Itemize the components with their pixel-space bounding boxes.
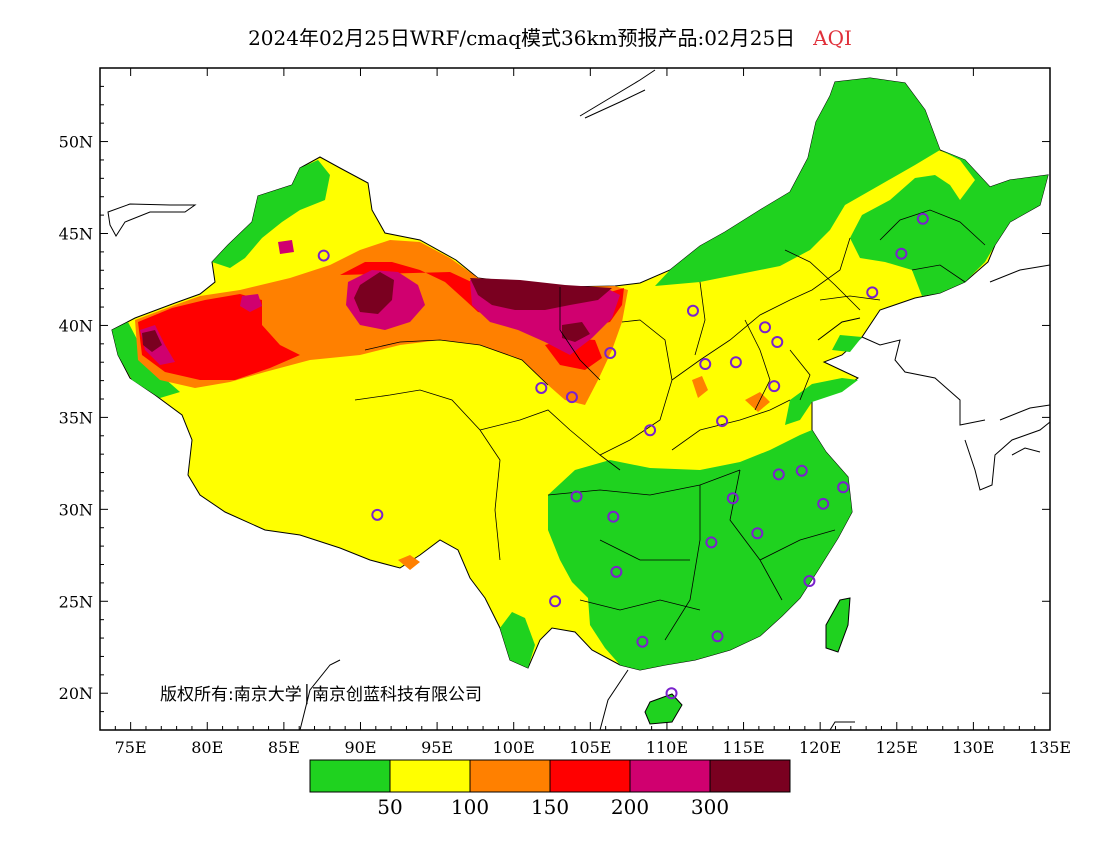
station-marker	[604, 347, 617, 360]
station-marker	[916, 212, 929, 225]
region-light-spot-2	[745, 392, 770, 412]
lon-label: 130E	[952, 738, 994, 757]
lat-label: 40N	[59, 316, 93, 335]
region-good-south	[548, 430, 852, 670]
region-severe-main	[470, 278, 612, 310]
station-marker	[795, 464, 808, 477]
region-good-bohai	[832, 335, 862, 352]
lat-label: 20N	[59, 684, 93, 703]
hainan-island	[644, 693, 683, 725]
legend-label: 50	[377, 795, 402, 819]
station-marker	[711, 630, 724, 643]
station-marker	[644, 424, 657, 437]
region-good-northeast	[655, 78, 1048, 296]
station-marker	[610, 565, 623, 578]
region-good-yunnan-south	[500, 612, 535, 668]
region-severe-spot	[562, 322, 590, 342]
map-title: 2024年02月25日WRF/cmaq模式36km预报产品:02月25日 AQI	[0, 22, 1100, 51]
station-marker	[565, 391, 578, 404]
lon-label: 125E	[876, 738, 918, 757]
lat-label: 50N	[59, 133, 93, 152]
station-marker	[771, 335, 784, 348]
lon-label: 85E	[268, 738, 300, 757]
region-severe-west	[142, 330, 162, 352]
legend-swatch	[309, 759, 391, 793]
taiwan-island	[825, 597, 851, 653]
legend-swatch	[389, 759, 471, 793]
station-marker	[726, 492, 739, 505]
station-marker	[729, 356, 742, 369]
station-marker	[759, 321, 771, 334]
legend-swatch	[629, 759, 711, 793]
lon-label: 135E	[1029, 738, 1071, 757]
station-marker	[371, 508, 384, 521]
title-variable: AQI	[813, 26, 852, 50]
region-heavy-spot-1	[240, 294, 262, 312]
station-marker	[535, 381, 548, 394]
station-marker	[699, 358, 712, 371]
copyright-notice: 版权所有:南京大学│南京创蓝科技有限公司	[160, 685, 482, 705]
latitude-axis: 50N 45N 40N 35N 30N 25N 20N	[59, 85, 1050, 713]
legend-label: 100	[451, 795, 489, 819]
station-marker	[837, 481, 850, 494]
legend-label: 300	[691, 795, 729, 819]
station-marker	[866, 286, 879, 299]
lon-label: 90E	[344, 738, 376, 757]
lat-label: 30N	[59, 500, 93, 519]
station-marker	[317, 249, 330, 262]
region-severe-central	[354, 272, 394, 314]
station-marker	[607, 510, 620, 523]
station-marker	[570, 490, 583, 503]
station-marker	[636, 635, 649, 648]
lat-label: 45N	[59, 225, 93, 244]
lon-label: 75E	[115, 738, 147, 757]
legend-swatch	[709, 759, 791, 793]
region-light-spot-1	[398, 555, 420, 570]
lat-label: 35N	[59, 408, 93, 427]
legend-swatch	[469, 759, 551, 793]
lon-label: 105E	[569, 738, 611, 757]
legend-label: 150	[531, 795, 569, 819]
lat-label: 25N	[59, 592, 93, 611]
lon-label: 80E	[191, 738, 223, 757]
lon-label: 95E	[421, 738, 453, 757]
lon-label: 110E	[646, 738, 688, 757]
province-boundaries	[354, 209, 986, 641]
station-marker	[549, 595, 562, 608]
station-marker	[772, 468, 785, 481]
map-layers	[107, 69, 1050, 730]
station-marker	[751, 527, 764, 540]
legend-swatch	[549, 759, 631, 793]
lon-label: 120E	[799, 738, 841, 757]
region-heavy-spot-2	[278, 240, 294, 254]
station-marker	[716, 415, 729, 428]
region-medium-tarim	[138, 294, 300, 380]
title-main: 2024年02月25日WRF/cmaq模式36km预报产品:02月25日	[248, 26, 796, 50]
region-good-shandong	[785, 378, 858, 425]
station-marker	[665, 687, 678, 700]
station-marker	[803, 575, 816, 588]
station-marker	[768, 380, 781, 393]
station-markers	[317, 212, 929, 700]
longitude-axis: 75E 80E 85E 90E 95E 100E 105E 110E 115E 120E 125E 1…	[115, 68, 1071, 757]
lon-label: 115E	[722, 738, 764, 757]
aqi-legend: 50 100 150 200 300	[309, 759, 791, 819]
station-marker	[895, 247, 908, 260]
region-light-spot-3	[692, 376, 708, 398]
region-good-xinjiang-north	[212, 160, 330, 268]
coastlines	[107, 69, 1050, 730]
station-marker	[705, 536, 718, 549]
station-marker	[817, 497, 830, 510]
legend-label: 200	[611, 795, 649, 819]
station-marker	[686, 304, 699, 317]
lon-label: 100E	[493, 738, 535, 757]
